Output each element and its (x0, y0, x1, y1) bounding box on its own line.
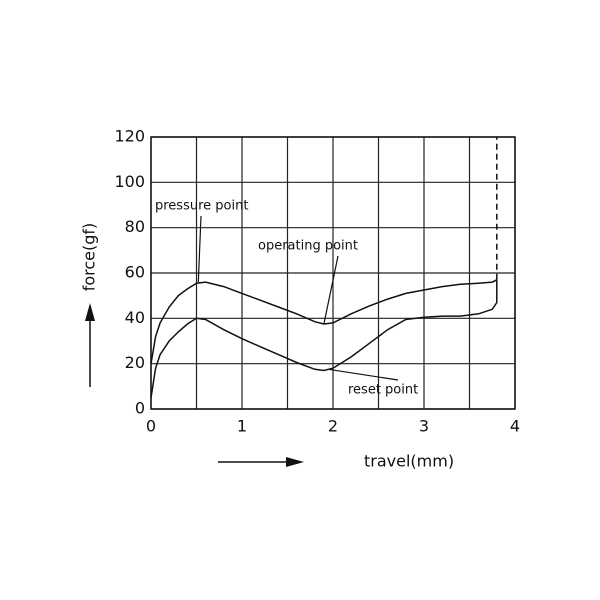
x-axis-label: travel(mm) (364, 452, 454, 471)
x-tick-label: 1 (237, 417, 247, 436)
y-tick-label: 40 (125, 308, 145, 327)
annotation: operating point (258, 239, 358, 254)
x-tick-label: 2 (328, 417, 338, 436)
y-axis-arrowhead (85, 303, 95, 321)
y-tick-label: 20 (125, 353, 145, 372)
line (150, 279, 498, 364)
plot-frame (150, 136, 516, 410)
y-tick-label: 60 (125, 263, 145, 282)
y-axis-label: force(gf) (80, 223, 99, 292)
x-tick-label: 0 (146, 417, 156, 436)
x-tick-label: 3 (419, 417, 429, 436)
annotation-leader (323, 255, 339, 325)
annotation: pressure point (155, 199, 248, 214)
y-tick-label: 80 (125, 217, 145, 236)
y-tick-label: 0 (135, 399, 145, 418)
y-tick-label: 100 (114, 172, 145, 191)
x-axis-arrowhead (286, 457, 304, 467)
x-tick-label: 4 (510, 417, 520, 436)
line (150, 279, 498, 398)
annotation-leader (197, 215, 202, 283)
y-tick-label: 120 (114, 127, 145, 146)
annotation: reset point (348, 383, 418, 398)
annotation-leader (328, 368, 399, 381)
